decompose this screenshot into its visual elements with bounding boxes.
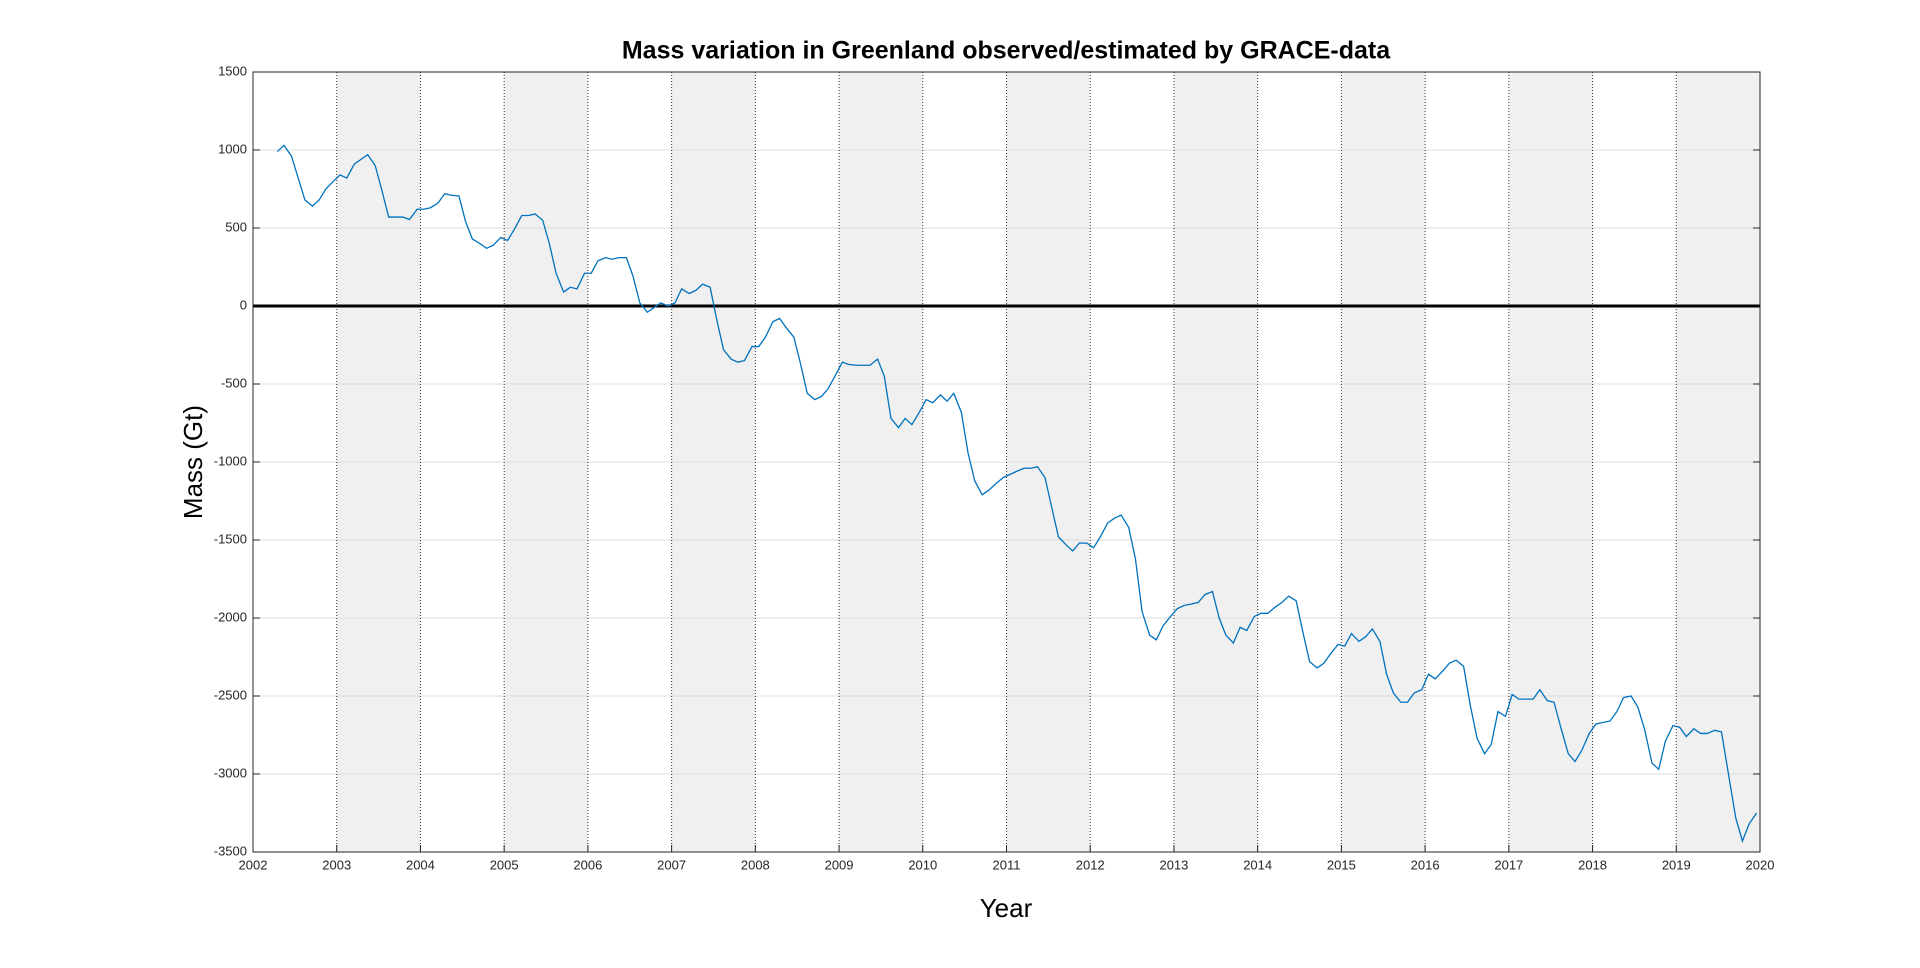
x-tick-label: 2017: [1494, 857, 1523, 872]
x-tick-label: 2003: [322, 857, 351, 872]
x-tick-label: 2004: [406, 857, 435, 872]
y-tick-label: 1500: [218, 63, 247, 78]
data-line: [276, 144, 1758, 844]
x-tick-label: 2011: [993, 857, 1021, 872]
x-axis-label: Year: [980, 893, 1033, 923]
x-tick-label: 2019: [1662, 857, 1691, 872]
x-tick-label: 2015: [1327, 857, 1356, 872]
x-tick-label: 2014: [1243, 857, 1272, 872]
y-tick-label: 0: [240, 297, 247, 312]
plot-frame: [252, 71, 1761, 853]
x-tick-label: 2002: [239, 857, 268, 872]
x-tick-label: 2008: [741, 857, 770, 872]
y-axis-label: Mass (Gt): [178, 405, 208, 519]
y-tick-label: 1000: [218, 141, 247, 156]
y-tick-label: -3500: [214, 843, 247, 858]
chart-title: Mass variation in Greenland observed/est…: [622, 37, 1391, 65]
x-tick-label: 2012: [1076, 857, 1105, 872]
y-tick-label: -2000: [214, 609, 247, 624]
x-tick-label: 2018: [1578, 857, 1607, 872]
y-tick-label: -500: [221, 375, 247, 390]
y-tick-label: 500: [225, 219, 247, 234]
x-tick-label: 2010: [908, 857, 937, 872]
x-tick-label: 2009: [825, 857, 854, 872]
y-tick-label: -1500: [214, 531, 247, 546]
y-tick-label: -2500: [214, 687, 247, 702]
x-tick-label: 2016: [1411, 857, 1440, 872]
data: [276, 144, 1758, 844]
y-tick-label: -3000: [214, 765, 247, 780]
x-tick-label: 2005: [490, 857, 519, 872]
x-tick-label: 2007: [657, 857, 686, 872]
y-tick-label: -1000: [214, 453, 247, 468]
x-tick-label: 2013: [1159, 857, 1188, 872]
x-tick-label: 2020: [1746, 857, 1775, 872]
x-tick-label: 2006: [573, 857, 602, 872]
